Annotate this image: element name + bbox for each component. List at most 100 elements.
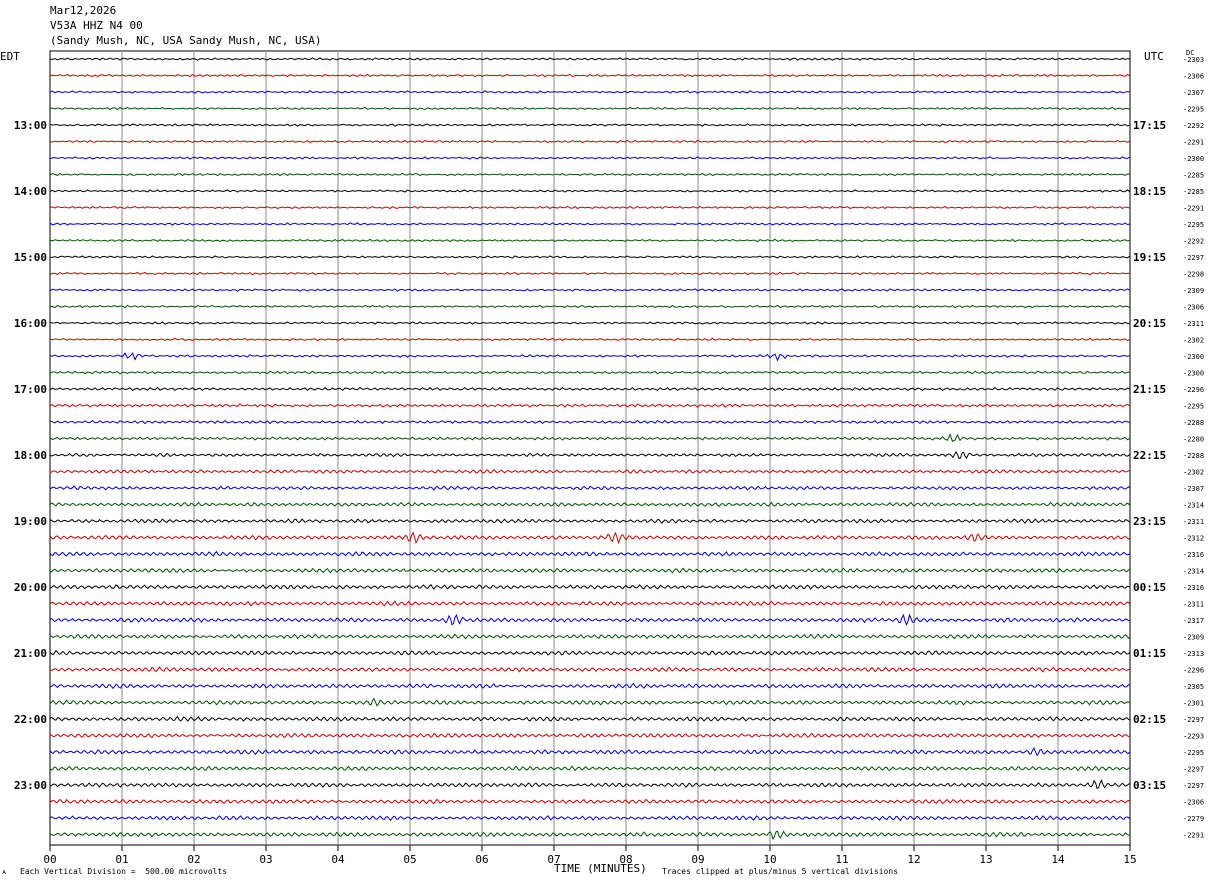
trace-line (49, 139, 1131, 144)
dc-offset-label: -2300 (1183, 353, 1204, 361)
trace-line (49, 732, 1131, 739)
trace-line (49, 501, 1131, 508)
x-tick-label: 09 (691, 853, 704, 866)
right-timezone-label: UTC (1144, 50, 1164, 63)
dc-offset-label: -2293 (1183, 733, 1204, 741)
dc-offset-label: -2302 (1183, 337, 1204, 345)
dc-offset-label: -2311 (1183, 601, 1204, 609)
trace-line (49, 321, 1131, 325)
trace-line (49, 518, 1131, 525)
x-tick-label: 13 (979, 853, 992, 866)
dc-offset-label: -2309 (1183, 287, 1204, 295)
clip-note: Traces clipped at plus/minus 5 vertical … (662, 867, 899, 876)
trace-line (49, 798, 1131, 805)
trace-line (49, 90, 1131, 94)
trace-line (49, 567, 1131, 574)
right-hour-label: 22:15 (1133, 449, 1166, 462)
trace-line (49, 172, 1131, 177)
x-tick-label: 06 (475, 853, 488, 866)
trace-line (49, 222, 1131, 226)
trace-line (49, 666, 1131, 673)
dc-offset-label: -2312 (1183, 535, 1204, 543)
trace-line (49, 255, 1131, 259)
trace-line (49, 584, 1131, 591)
trace-line (49, 419, 1131, 425)
x-axis-label: TIME (MINUTES) (554, 862, 647, 875)
dc-offset-label: -2288 (1183, 419, 1204, 427)
left-hour-label: 13:00 (14, 119, 47, 132)
right-hour-label: 21:15 (1133, 383, 1166, 396)
trace-line (49, 205, 1131, 210)
dc-offset-label: -2302 (1183, 469, 1204, 477)
corner-mark: ᴀ (2, 868, 7, 876)
trace-line (49, 304, 1131, 309)
right-hour-label: 20:15 (1133, 317, 1166, 330)
x-tick-label: 01 (115, 853, 128, 866)
dc-offset-label: -2300 (1183, 370, 1204, 378)
right-hour-label: 23:15 (1133, 515, 1166, 528)
dc-offset-label: -2297 (1183, 782, 1204, 790)
trace-line (49, 747, 1131, 757)
left-hour-label: 20:00 (14, 581, 47, 594)
dc-offset-label: -2298 (1183, 271, 1204, 279)
right-hour-label: 19:15 (1133, 251, 1166, 264)
x-tick-label: 14 (1051, 853, 1065, 866)
trace-line (49, 550, 1131, 557)
trace-line (49, 271, 1131, 276)
dc-offset-label: -2297 (1183, 254, 1204, 262)
trace-line (49, 370, 1130, 375)
trace-line (49, 73, 1131, 78)
left-hour-label: 19:00 (14, 515, 47, 528)
right-hour-label: 02:15 (1133, 713, 1166, 726)
x-tick-label: 15 (1123, 853, 1136, 866)
x-tick-label: 08 (619, 853, 632, 866)
trace-line (49, 613, 1131, 626)
dc-offset-label: -2295 (1183, 221, 1204, 229)
trace-line (49, 779, 1131, 789)
dc-offset-label: -2314 (1183, 568, 1204, 576)
dc-offset-label: -2307 (1183, 485, 1204, 493)
trace-line (49, 352, 1131, 362)
header-station: V53A HHZ N4 00 (50, 19, 143, 32)
dc-offset-label: -2291 (1183, 205, 1204, 213)
trace-line (49, 765, 1131, 772)
trace-line (49, 649, 1131, 656)
trace-line (49, 682, 1131, 690)
dc-offset-label: -2291 (1183, 832, 1204, 840)
dc-offset-label: -2316 (1183, 584, 1204, 592)
trace-line (49, 189, 1131, 193)
right-hour-label: 00:15 (1133, 581, 1166, 594)
x-tick-label: 07 (547, 853, 560, 866)
trace-line (49, 830, 1131, 841)
trace-line (49, 451, 1131, 460)
x-tick-label: 12 (907, 853, 920, 866)
header-location: (Sandy Mush, NC, USA Sandy Mush, NC, USA… (50, 34, 322, 47)
trace-line (49, 123, 1131, 127)
dc-offset-label: -2306 (1183, 799, 1204, 807)
left-timezone-label: EDT (0, 50, 20, 63)
right-hour-label: 17:15 (1133, 119, 1166, 132)
dc-label: DC (1186, 49, 1195, 57)
dc-offset-label: -2311 (1183, 518, 1204, 526)
x-tick-label: 04 (331, 853, 345, 866)
plot-frame (49, 50, 1131, 846)
dc-offset-label: -2316 (1183, 551, 1204, 559)
trace-line (49, 485, 1131, 491)
trace-line (49, 468, 1130, 474)
trace-line (49, 815, 1131, 822)
trace-line (49, 337, 1131, 342)
trace-line (49, 403, 1131, 408)
dc-offset-label: -2292 (1183, 238, 1204, 246)
dc-offset-label: -2297 (1183, 766, 1204, 774)
left-hour-label: 21:00 (14, 647, 47, 660)
dc-offset-label: -2295 (1183, 749, 1204, 757)
right-hour-label: 01:15 (1133, 647, 1166, 660)
dc-offset-label: -2297 (1183, 716, 1204, 724)
dc-offset-label: -2306 (1183, 73, 1204, 81)
trace-line (49, 600, 1131, 607)
trace-line (49, 715, 1131, 722)
left-hour-label: 15:00 (14, 251, 47, 264)
header-date: Mar12,2026 (50, 4, 117, 17)
dc-offset-label: -2295 (1183, 403, 1204, 411)
dc-offset-label: -2305 (1183, 683, 1204, 691)
